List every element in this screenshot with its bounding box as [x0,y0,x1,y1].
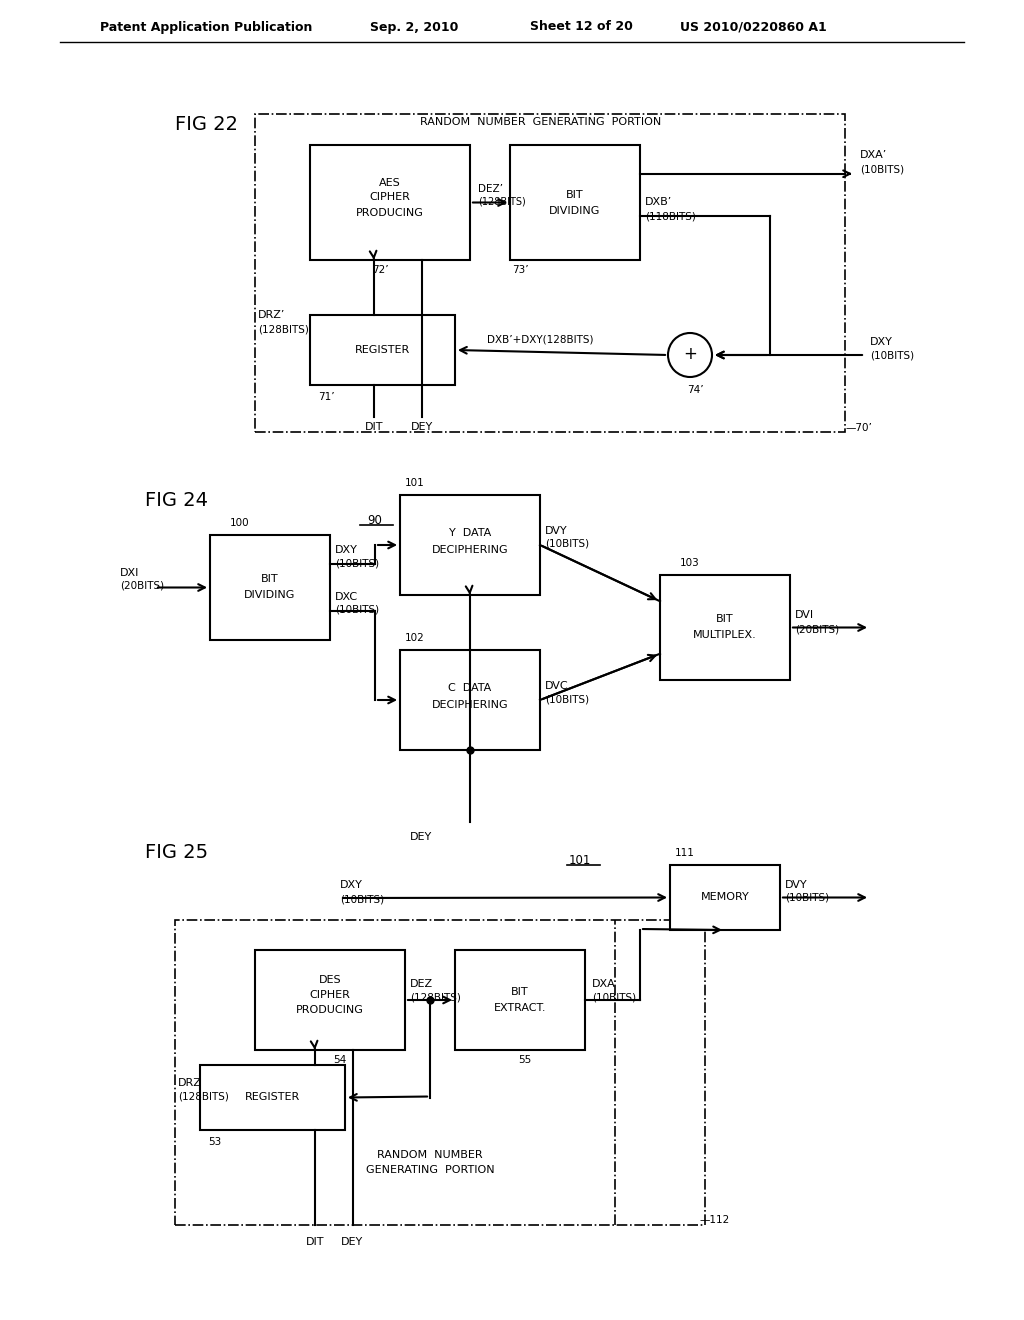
Text: 71’: 71’ [318,392,335,403]
Text: DRZ: DRZ [178,1077,202,1088]
Text: DVY: DVY [545,525,567,536]
Text: GENERATING  PORTION: GENERATING PORTION [366,1166,495,1175]
Text: RANDOM  NUMBER  GENERATING  PORTION: RANDOM NUMBER GENERATING PORTION [420,117,662,127]
Text: DXB’+DXY(128BITS): DXB’+DXY(128BITS) [486,334,593,345]
Text: DXA: DXA [592,979,615,989]
Text: DVI: DVI [795,610,814,620]
Bar [455,950,585,1049]
Text: FIG 25: FIG 25 [145,843,208,862]
Text: 101: 101 [406,478,425,488]
Text: 72’: 72’ [372,265,388,275]
Bar [255,950,406,1049]
Text: DECIPHERING: DECIPHERING [432,545,508,554]
Text: DEY: DEY [411,422,433,432]
Text: 111: 111 [675,847,695,858]
Text: PRODUCING: PRODUCING [296,1005,364,1015]
Text: DVY: DVY [785,879,808,890]
Text: Sep. 2, 2010: Sep. 2, 2010 [370,21,459,33]
Text: +: + [683,345,697,363]
Text: BIT: BIT [566,190,584,199]
Text: DIVIDING: DIVIDING [245,590,296,601]
Bar [660,576,790,680]
Text: —70’: —70’ [845,422,871,433]
Text: (10BITS): (10BITS) [592,993,636,1003]
Text: (10BITS): (10BITS) [335,605,379,615]
Text: DXA’: DXA’ [860,150,887,160]
Text: (10BITS): (10BITS) [870,351,914,360]
Text: (128BITS): (128BITS) [258,323,309,334]
Text: DIT: DIT [365,422,383,432]
Text: DXB’: DXB’ [645,197,672,207]
Text: 54: 54 [334,1055,347,1065]
Text: CIPHER: CIPHER [370,193,411,202]
Bar [310,315,455,385]
Text: US 2010/0220860 A1: US 2010/0220860 A1 [680,21,826,33]
Text: DXY: DXY [340,880,362,890]
Text: —112: —112 [700,1214,730,1225]
Text: MULTIPLEX.: MULTIPLEX. [693,631,757,640]
Bar [400,649,540,750]
Text: 103: 103 [680,558,699,568]
Text: (128BITS): (128BITS) [478,197,525,206]
Text: FIG 22: FIG 22 [175,116,238,135]
Text: C  DATA: C DATA [449,682,492,693]
Text: MEMORY: MEMORY [700,892,750,903]
Text: DEY: DEY [341,1237,364,1247]
Text: DEZ’: DEZ’ [478,183,503,194]
Text: 90: 90 [368,513,382,527]
Text: 74’: 74’ [687,385,703,395]
Text: RANDOM  NUMBER: RANDOM NUMBER [377,1150,482,1160]
Text: 53: 53 [208,1137,221,1147]
Text: DXI: DXI [120,568,139,578]
Text: DECIPHERING: DECIPHERING [432,700,508,710]
Text: DRZ’: DRZ’ [258,310,286,319]
Text: DVC: DVC [545,681,568,690]
Bar [670,865,780,931]
Text: BIT: BIT [511,987,528,997]
Text: (118BITS): (118BITS) [645,211,696,222]
Bar [175,920,705,1225]
Bar [310,145,470,260]
Text: DEZ: DEZ [410,979,433,989]
Text: DXY: DXY [870,337,893,347]
Text: (10BITS): (10BITS) [785,892,829,903]
Text: PRODUCING: PRODUCING [356,207,424,218]
Text: FIG 24: FIG 24 [145,491,208,510]
Bar [200,1065,345,1130]
Text: 55: 55 [518,1055,531,1065]
Text: (10BITS): (10BITS) [860,164,904,174]
Text: (10BITS): (10BITS) [335,558,379,569]
Text: AES: AES [379,177,400,187]
Text: CIPHER: CIPHER [309,990,350,1001]
Text: BIT: BIT [261,574,279,585]
Text: REGISTER: REGISTER [355,345,411,355]
Text: Sheet 12 of 20: Sheet 12 of 20 [530,21,633,33]
Text: (20BITS): (20BITS) [795,624,839,635]
Text: Patent Application Publication: Patent Application Publication [100,21,312,33]
Bar [210,535,330,640]
Text: (128BITS): (128BITS) [178,1092,229,1101]
Text: DEY: DEY [410,832,432,842]
Text: (20BITS): (20BITS) [120,581,164,590]
Text: 100: 100 [230,517,250,528]
Text: DIT: DIT [306,1237,325,1247]
Text: (10BITS): (10BITS) [545,539,589,549]
Text: DXC: DXC [335,591,358,602]
Text: 101: 101 [568,854,591,866]
Text: REGISTER: REGISTER [245,1093,300,1102]
Text: DXY: DXY [335,545,357,556]
Text: DES: DES [318,975,341,985]
Text: (10BITS): (10BITS) [545,694,589,704]
Text: 102: 102 [406,634,425,643]
Text: DIVIDING: DIVIDING [549,206,601,215]
Text: (128BITS): (128BITS) [410,993,461,1003]
Text: Y  DATA: Y DATA [449,528,492,539]
Text: BIT: BIT [716,615,734,624]
Bar [255,114,845,432]
Text: EXTRACT.: EXTRACT. [494,1003,546,1012]
Text: (10BITS): (10BITS) [340,894,384,904]
Text: 73’: 73’ [512,265,528,275]
Bar [400,495,540,595]
Bar [510,145,640,260]
